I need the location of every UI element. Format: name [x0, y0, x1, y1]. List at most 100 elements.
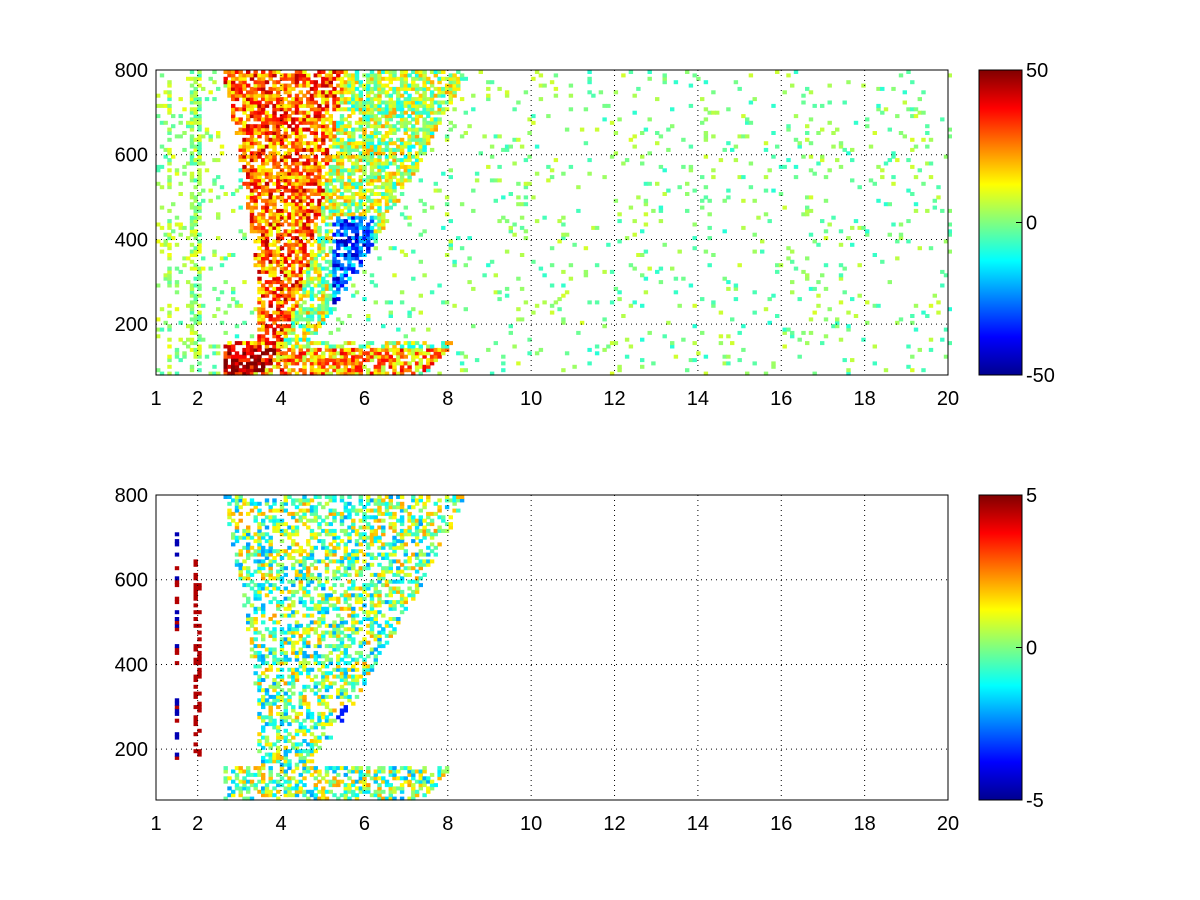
heatmap-cell	[246, 532, 251, 537]
heatmap-cell	[328, 307, 333, 312]
heatmap-cell	[261, 762, 266, 767]
heatmap-cell	[324, 361, 330, 366]
heatmap-cell	[261, 80, 266, 85]
heatmap-cell	[287, 739, 292, 743]
heatmap-cell	[388, 117, 393, 122]
heatmap-cell	[197, 701, 202, 706]
heatmap-cell	[692, 246, 697, 251]
heatmap-cell	[234, 525, 240, 530]
heatmap-cell	[291, 640, 296, 645]
heatmap-cell	[354, 253, 360, 257]
heatmap-cell	[279, 76, 285, 81]
heatmap-cell	[306, 630, 311, 635]
heatmap-cell	[358, 168, 363, 173]
heatmap-cell	[287, 786, 292, 791]
heatmap-cell	[279, 722, 285, 727]
heatmap-cell	[861, 83, 866, 88]
heatmap-cell	[538, 266, 544, 271]
heatmap-cell	[384, 175, 390, 180]
heatmap-cell	[403, 90, 408, 95]
heatmap-cell	[193, 354, 198, 359]
heatmap-cell	[354, 269, 360, 274]
heatmap-cell	[174, 600, 180, 605]
heatmap-cell	[276, 361, 281, 366]
heatmap-cell	[388, 175, 393, 180]
heatmap-cell	[358, 124, 363, 129]
heatmap-cell	[407, 171, 412, 176]
heatmap-cell	[561, 320, 566, 325]
heatmap-cell	[197, 337, 202, 342]
heatmap-cell	[261, 303, 266, 308]
heatmap-cell	[906, 158, 911, 163]
heatmap-cell	[351, 215, 356, 220]
heatmap-cell	[246, 620, 251, 625]
heatmap-cell	[343, 181, 348, 186]
heatmap-cell	[264, 171, 270, 176]
heatmap-cell	[339, 100, 345, 105]
heatmap-cell	[324, 185, 330, 190]
heatmap-cell	[261, 86, 266, 91]
heatmap-cell	[257, 263, 262, 268]
heatmap-cell	[238, 144, 243, 149]
heatmap-cell	[234, 83, 240, 88]
heatmap-cell	[272, 134, 277, 139]
heatmap-cell	[302, 783, 307, 788]
heatmap-cell	[771, 103, 776, 108]
heatmap-cell	[257, 769, 262, 774]
heatmap-cell	[321, 776, 326, 781]
heatmap-cell	[497, 134, 502, 139]
heatmap-cell	[681, 137, 686, 142]
heatmap-cell	[238, 766, 243, 771]
heatmap-cell	[328, 246, 333, 251]
heatmap-cell	[167, 310, 172, 315]
heatmap-cell	[268, 583, 273, 588]
heatmap-cell	[294, 779, 300, 784]
heatmap-cell	[429, 107, 435, 112]
heatmap-cell	[197, 124, 202, 129]
heatmap-cell	[763, 307, 769, 312]
heatmap-cell	[384, 192, 390, 196]
heatmap-cell	[396, 107, 401, 112]
heatmap-cell	[369, 168, 375, 173]
heatmap-cell	[373, 192, 378, 196]
heatmap-cell	[197, 334, 202, 339]
heatmap-cell	[253, 127, 258, 132]
heatmap-cell	[257, 141, 262, 146]
heatmap-cell	[324, 147, 330, 152]
heatmap-cell	[921, 181, 926, 186]
heatmap-cell	[283, 789, 288, 794]
heatmap-cell	[249, 341, 255, 346]
heatmap-cell	[444, 202, 450, 207]
heatmap-cell	[369, 114, 375, 119]
heatmap-cell	[846, 310, 851, 315]
heatmap-cell	[354, 205, 360, 210]
heatmap-cell	[302, 566, 307, 571]
heatmap-cell	[294, 718, 300, 723]
heatmap-cell	[197, 293, 202, 298]
heatmap-cell	[531, 76, 536, 81]
heatmap-cell	[197, 749, 202, 754]
heatmap-cell	[234, 495, 240, 499]
heatmap-cell	[279, 212, 285, 217]
heatmap-cell	[257, 86, 262, 91]
heatmap-cell	[231, 779, 236, 784]
heatmap-cell	[561, 293, 566, 298]
heatmap-cell	[366, 232, 371, 237]
heatmap-cell	[264, 134, 270, 139]
heatmap-cell	[309, 202, 315, 207]
heatmap-cell	[313, 164, 318, 169]
heatmap-cell	[452, 93, 457, 98]
heatmap-cell	[283, 354, 288, 359]
heatmap-cell	[174, 596, 180, 601]
heatmap-cell	[317, 368, 322, 373]
heatmap-cell	[771, 131, 776, 135]
heatmap-cell	[283, 314, 288, 318]
heatmap-cell	[272, 117, 277, 122]
heatmap-cell	[336, 208, 341, 213]
heatmap-cell	[264, 532, 270, 537]
heatmap-cell	[272, 310, 277, 315]
heatmap-cell	[261, 755, 266, 760]
heatmap-cell	[246, 572, 251, 577]
heatmap-cell	[317, 103, 322, 108]
heatmap-cell	[197, 661, 202, 666]
